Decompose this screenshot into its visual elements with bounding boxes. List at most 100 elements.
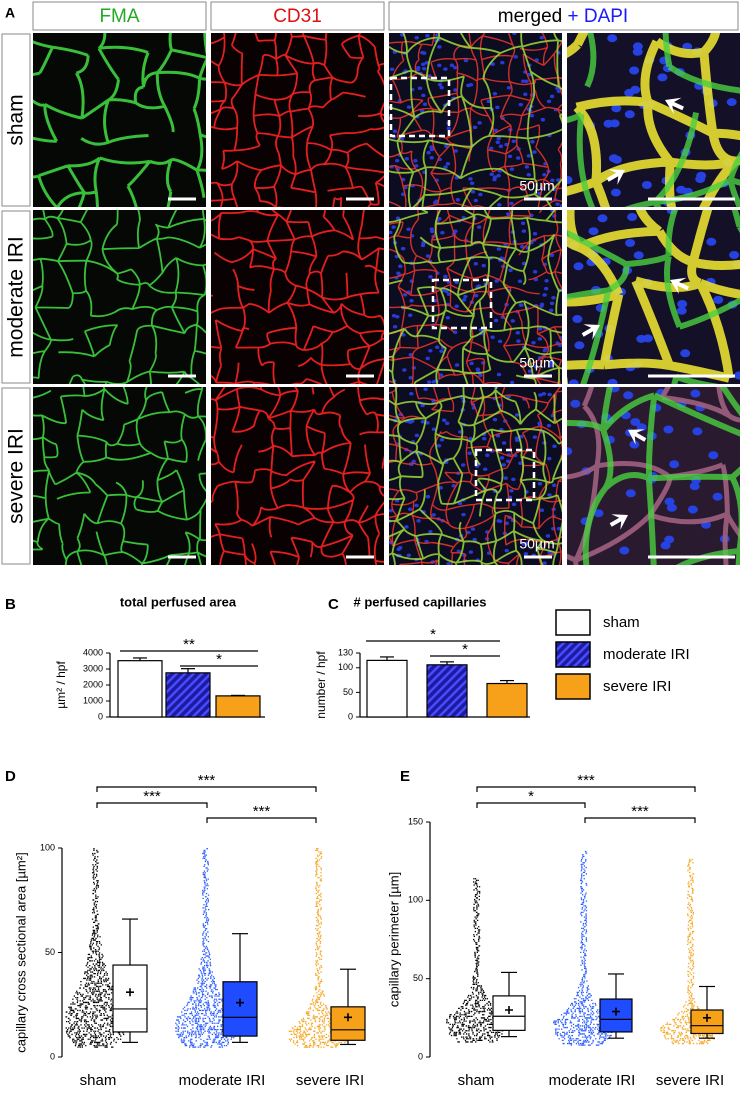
- row-label: sham: [5, 94, 28, 145]
- significance-label: ***: [631, 803, 649, 820]
- micrograph-bg: [211, 210, 384, 384]
- bar: [165, 672, 211, 718]
- significance-label: ***: [198, 772, 216, 789]
- micrograph-texture: [33, 387, 206, 565]
- significance-bracket: [476, 802, 586, 808]
- y-tick-label: 100: [338, 662, 353, 672]
- legend-label: sham: [603, 614, 640, 631]
- legend-swatch: [555, 609, 591, 636]
- micrograph-bg: [33, 33, 206, 207]
- y-tick-label: 100: [40, 842, 55, 852]
- y-axis-label: µm² / hpf: [54, 661, 68, 709]
- micrograph-bg: [33, 210, 206, 384]
- y-tick-label: 0: [50, 1051, 55, 1061]
- arrow: [670, 277, 689, 295]
- micrograph: [567, 210, 740, 384]
- arrow: [665, 97, 684, 115]
- x-tick-label: sham: [80, 1072, 117, 1089]
- micrograph: [389, 210, 562, 384]
- micrograph-texture: [211, 210, 384, 384]
- row-label: severe IRI: [5, 428, 28, 524]
- x-tick-label: moderate IRI: [549, 1072, 636, 1089]
- chart-title: total perfused area: [120, 594, 237, 609]
- box: [222, 981, 258, 1037]
- legend-label: moderate IRI: [603, 646, 690, 663]
- micrograph: [211, 33, 384, 207]
- micrograph-texture: [33, 33, 206, 207]
- micrograph: [33, 387, 206, 565]
- micrograph-texture: [211, 33, 384, 207]
- box: [599, 998, 633, 1033]
- significance-bracket: [584, 817, 696, 823]
- micrograph-texture: [567, 210, 740, 384]
- panel-letter: B: [5, 596, 16, 613]
- mean-marker: [236, 998, 244, 1007]
- mean-marker: [126, 988, 134, 997]
- data-points: [446, 878, 508, 1043]
- significance-bracket: [206, 817, 317, 823]
- header-merged: merged: [498, 6, 562, 27]
- micrograph: [567, 387, 740, 565]
- micrograph: [211, 387, 384, 565]
- significance-bracket: [476, 786, 696, 792]
- y-tick-label: 2000: [83, 679, 103, 689]
- significance-label: *: [528, 788, 534, 805]
- significance-bracket: [96, 802, 208, 808]
- micrograph-bg: [33, 387, 206, 565]
- bar: [486, 682, 528, 718]
- micrograph-texture: [33, 210, 206, 384]
- micrograph-texture: [567, 33, 740, 207]
- zoom-region: [431, 278, 493, 330]
- mean-marker: [703, 1013, 711, 1022]
- y-tick-label: 100: [408, 895, 423, 905]
- y-tick-label: 1000: [83, 695, 103, 705]
- column-header: merged + DAPI: [498, 6, 628, 27]
- y-tick-label: 150: [408, 816, 423, 826]
- column-header: CD31: [273, 6, 322, 27]
- row-label-box: [1, 210, 31, 384]
- header-dapi: + DAPI: [567, 6, 628, 27]
- y-tick-label: 50: [343, 687, 353, 697]
- y-tick-label: 0: [98, 711, 103, 721]
- box: [112, 964, 148, 1033]
- micrograph-texture: [389, 210, 562, 384]
- micrograph: [567, 33, 740, 207]
- y-tick-label: 50: [413, 973, 423, 983]
- micrograph-texture: [389, 210, 562, 384]
- y-tick-label: 3000: [83, 663, 103, 673]
- panel-letter: C: [328, 596, 339, 613]
- legend-swatch: [555, 641, 591, 668]
- micrograph-bg: [211, 33, 384, 207]
- header-box: [388, 1, 739, 31]
- significance-label: *: [216, 651, 222, 668]
- arrow: [606, 169, 625, 185]
- bar: [426, 664, 468, 718]
- micrograph: [389, 33, 562, 207]
- micrograph: [33, 210, 206, 384]
- y-tick-label: 4000: [83, 647, 103, 657]
- x-tick-label: moderate IRI: [179, 1072, 266, 1089]
- y-tick-label: 0: [348, 711, 353, 721]
- zoom-region: [474, 448, 536, 502]
- y-axis-label: capillary cross sectional area [µm²]: [13, 852, 28, 1052]
- panel-letter: D: [5, 768, 16, 785]
- bar: [366, 659, 408, 718]
- significance-label: *: [462, 641, 468, 658]
- significance-label: ***: [577, 772, 595, 789]
- chart-title: # perfused capillaries: [354, 594, 487, 609]
- box: [330, 1006, 366, 1041]
- micrograph: [389, 387, 562, 565]
- row-label: moderate IRI: [5, 236, 28, 357]
- row-label-box: [1, 33, 31, 207]
- bar: [117, 660, 163, 718]
- micrograph-texture: [567, 210, 740, 384]
- x-tick-label: sham: [458, 1072, 495, 1089]
- row-label-box: [1, 387, 31, 565]
- y-axis-label: number / hpf: [314, 651, 328, 719]
- micrograph-bg: [211, 387, 384, 565]
- header-box: [32, 1, 207, 31]
- y-tick-label: 130: [338, 647, 353, 657]
- data-points: [175, 848, 237, 1048]
- micrograph: [211, 210, 384, 384]
